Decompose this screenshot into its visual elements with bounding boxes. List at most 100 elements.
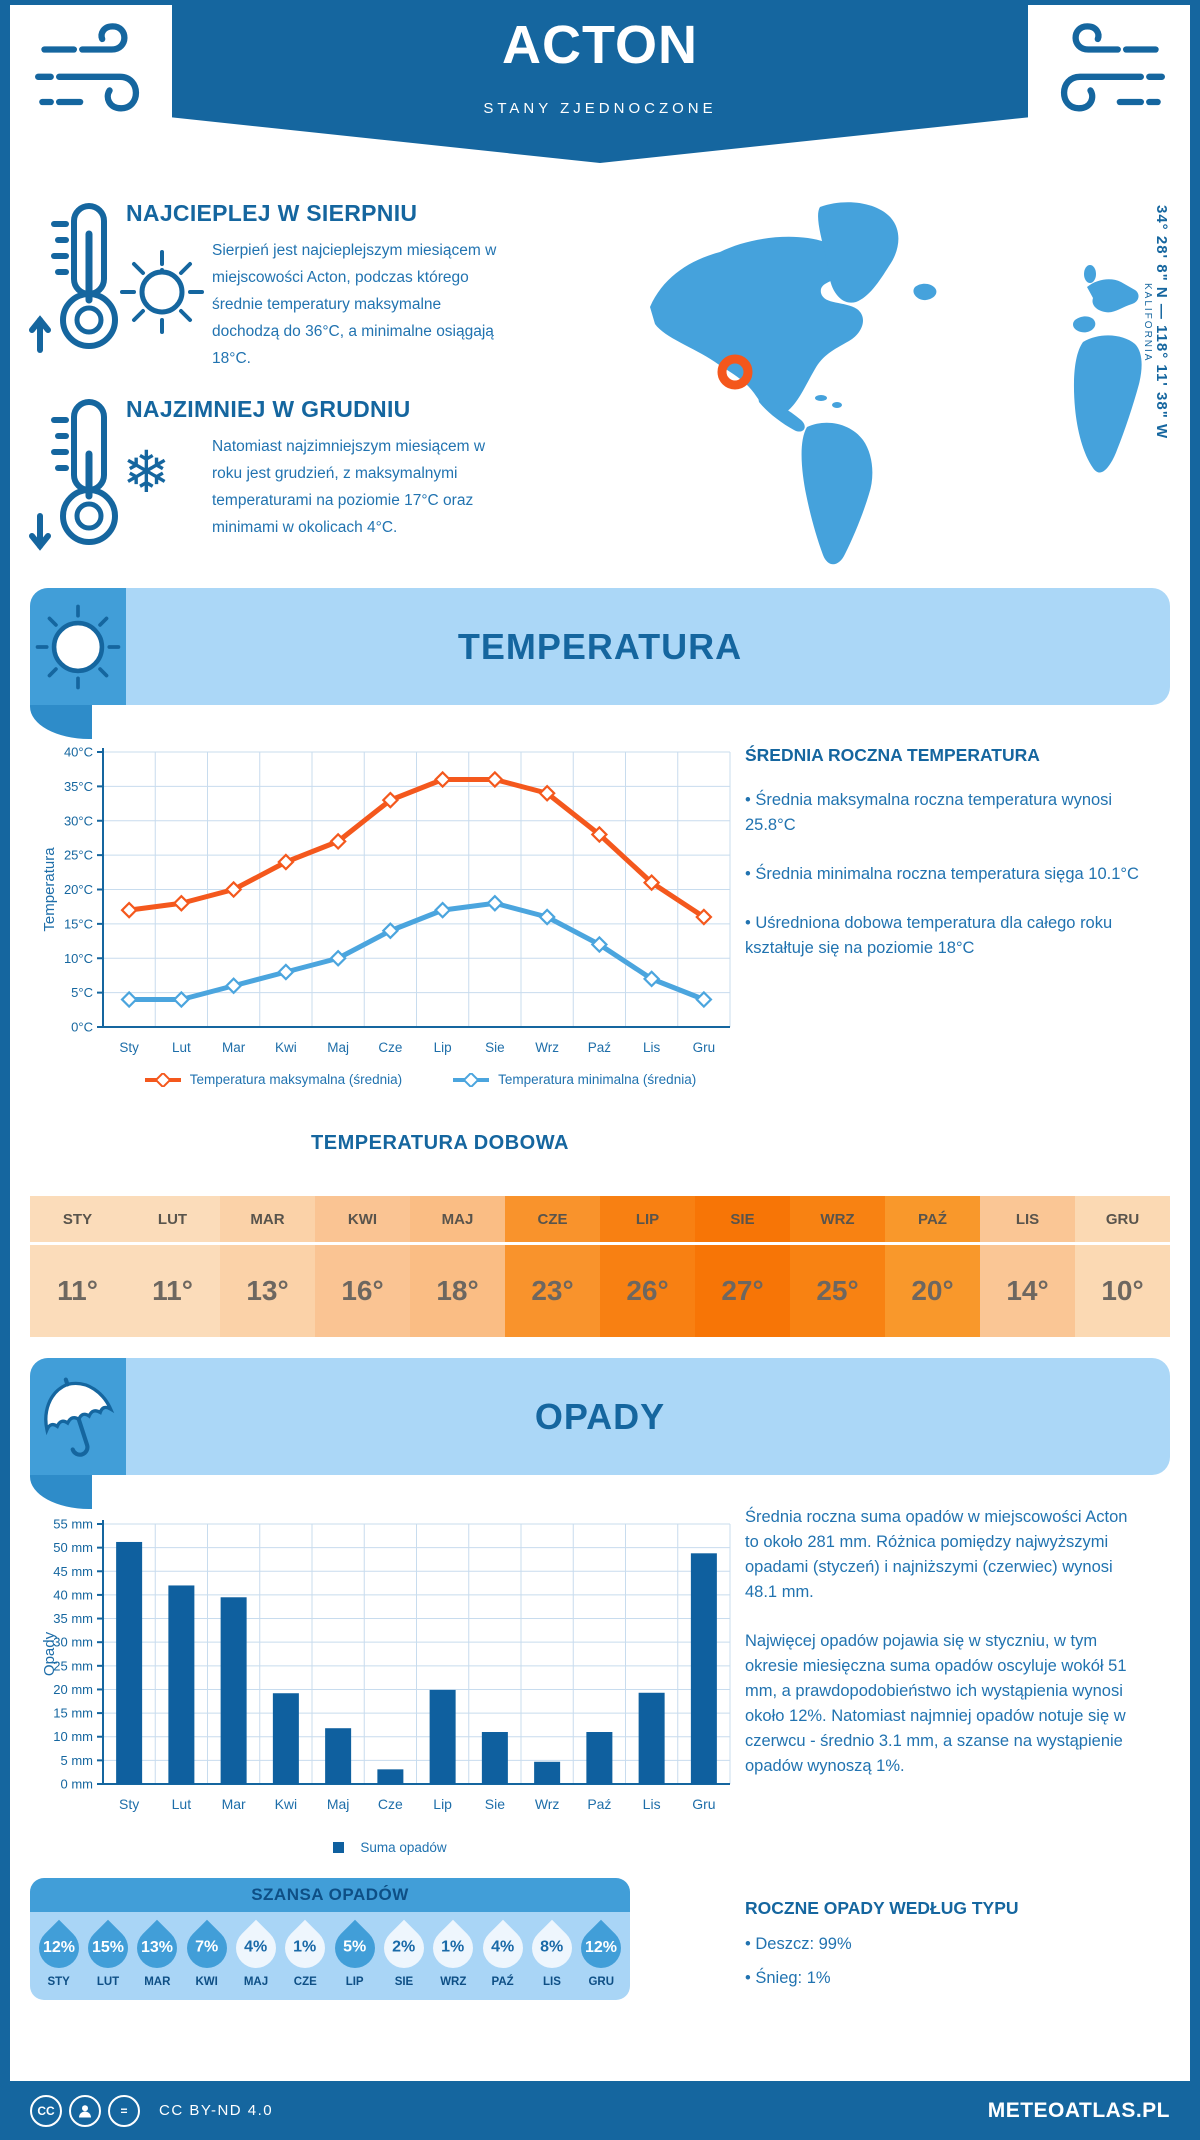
legend-item: Suma opadów — [333, 1840, 447, 1855]
svg-text:0 mm: 0 mm — [61, 1777, 94, 1792]
daily-temp-column-SIE: SIE 27° — [695, 1196, 790, 1337]
precip-description: Średnia roczna suma opadów w miejscowośc… — [745, 1505, 1145, 1803]
raindrop-icon: 4% — [227, 1919, 285, 1977]
daily-temp-column-KWI: KWI 16° — [315, 1196, 410, 1337]
bullet-item: • Średnia maksymalna roczna temperatura … — [745, 791, 1113, 834]
month-label: GRU — [1075, 1196, 1170, 1242]
svg-text:Kwi: Kwi — [275, 1796, 298, 1812]
month-label: WRZ — [790, 1196, 885, 1242]
daily-temp-value: 11° — [30, 1245, 125, 1337]
temperature-line-chart-svg: 0°C 5°C 10°C 15°C 20°C 25°C 30°C 35°C 40°C Sty Lut… — [41, 745, 731, 1055]
daily-temp-value: 11° — [125, 1245, 220, 1337]
svg-text:Lut: Lut — [172, 1796, 192, 1812]
daily-temp-column-GRU: GRU 10° — [1075, 1196, 1170, 1337]
month-label: SIE — [695, 1196, 790, 1242]
daily-temp-column-MAJ: MAJ 18° — [410, 1196, 505, 1337]
bullet-item: • Śnieg: 1% — [745, 1969, 831, 1987]
svg-text:Paź: Paź — [588, 1040, 612, 1055]
bar-Maj — [325, 1728, 352, 1784]
month-label: LUT — [96, 1976, 120, 1988]
daily-temp-value: 23° — [505, 1245, 600, 1337]
temperature-chart: 0°C 5°C 10°C 15°C 20°C 25°C 30°C 35°C 40°C Sty Lut… — [40, 742, 740, 1062]
svg-text:Mar: Mar — [222, 1040, 246, 1055]
daily-temp-value: 13° — [220, 1245, 315, 1337]
bullet-item: • Uśredniona dobowa temperatura dla całe… — [745, 914, 1113, 957]
coordinates-text: 34° 28' 8" N — 118° 11' 38" W — [1153, 205, 1170, 440]
svg-text:0°C: 0°C — [71, 1020, 93, 1035]
svg-text:Cze: Cze — [378, 1796, 403, 1812]
daily-temp-column-STY: STY 11° — [30, 1196, 125, 1337]
bar-Sty — [116, 1541, 143, 1784]
month-label: MAJ — [410, 1196, 505, 1242]
chance-cell-PAŹ: 4% PAŹ — [474, 1912, 531, 1988]
daily-temp-value: 26° — [600, 1245, 695, 1337]
thermometer-down-icon — [29, 399, 118, 551]
daily-temp-table: STY 11° LUT 11° MAR 13° KWI 16° MAJ 18° CZE 23° LIP 2… — [30, 1196, 1170, 1337]
chance-cell-LIS: 8% LIS — [523, 1912, 581, 1988]
cold-section-heading: NAJZIMNIEJ W GRUDNIU — [126, 396, 411, 422]
svg-text:5 mm: 5 mm — [61, 1753, 94, 1768]
month-label: LIP — [600, 1196, 695, 1242]
annual-temp-heading: ŚREDNIA ROCZNA TEMPERATURA — [745, 745, 1040, 765]
month-label: KWI — [195, 1976, 218, 1988]
precip-type-bullets: • Deszcz: 99% • Śnieg: 1% — [745, 1932, 1145, 2000]
precip-banner-tile — [30, 1358, 126, 1475]
bullet-item: • Deszcz: 99% — [745, 1935, 852, 1953]
svg-text:Lut: Lut — [172, 1040, 191, 1055]
license-label: CC BY-ND 4.0 — [159, 2102, 274, 2119]
bar-Sie — [481, 1732, 508, 1784]
banner-curl — [30, 705, 92, 739]
precip-chance-title: SZANSA OPADÓW — [30, 1878, 630, 1912]
region-label: KALIFORNIA — [1142, 282, 1153, 363]
page-subtitle: STANY ZJEDNOCZONE — [483, 100, 717, 117]
site-logo[interactable]: METEOATLAS.PL — [987, 2098, 1170, 2122]
month-label: CZE — [293, 1976, 317, 1988]
cc-icon[interactable]: CC — [30, 2094, 62, 2127]
svg-text:55 mm: 55 mm — [53, 1517, 93, 1532]
temperature-section-banner: TEMPERATURA — [30, 588, 1170, 705]
month-label: CZE — [505, 1196, 600, 1242]
cc-nd-icon[interactable]: = — [108, 2094, 140, 2127]
daily-temp-column-LUT: LUT 11° — [125, 1196, 220, 1337]
month-label: PAŹ — [491, 1976, 514, 1988]
location-marker — [717, 354, 753, 390]
left-border — [0, 0, 10, 2140]
svg-text:25°C: 25°C — [64, 848, 93, 863]
svg-text:15°C: 15°C — [64, 916, 93, 931]
coordinates-block: 34° 28' 8" N — 118° 11' 38" W KALIFORNIA — [1124, 165, 1170, 480]
month-label: MAR — [144, 1976, 171, 1988]
raindrop-icon: 5% — [326, 1919, 383, 1977]
chance-cell-SIE: 2% SIE — [375, 1912, 433, 1988]
month-label: WRZ — [440, 1976, 467, 1988]
page-title: ACTON — [501, 15, 698, 75]
svg-text:Lip: Lip — [434, 1040, 452, 1055]
month-label: KWI — [315, 1196, 410, 1242]
daily-temp-column-WRZ: WRZ 25° — [790, 1196, 885, 1337]
svg-text:Paź: Paź — [587, 1796, 611, 1812]
svg-text:30°C: 30°C — [64, 813, 93, 828]
svg-text:50 mm: 50 mm — [53, 1540, 93, 1555]
svg-text:20°C: 20°C — [64, 882, 93, 897]
month-label: MAR — [220, 1196, 315, 1242]
raindrop-icon: 7% — [178, 1919, 235, 1977]
right-border — [1190, 0, 1200, 2140]
svg-text:30 mm: 30 mm — [53, 1635, 93, 1650]
bar-Gru — [690, 1553, 717, 1784]
wind-icon — [1061, 23, 1165, 112]
svg-text:Gru: Gru — [692, 1796, 715, 1812]
daily-temp-value: 25° — [790, 1245, 885, 1337]
month-label: LIS — [543, 1976, 561, 1988]
chance-cell-MAJ: 4% MAJ — [227, 1912, 285, 1988]
raindrop-icon: 2% — [375, 1919, 433, 1977]
daily-temp-heading: TEMPERATURA DOBOWA — [311, 1132, 569, 1154]
cc-by-person-icon[interactable] — [69, 2094, 101, 2127]
daily-temp-value: 16° — [315, 1245, 410, 1337]
precipitation-chart: 0 mm 5 mm 10 mm 15 mm 20 mm 25 mm 30 mm 35 mm 40… — [40, 1512, 740, 1818]
svg-text:45 mm: 45 mm — [53, 1564, 93, 1579]
month-label: GRU — [588, 1976, 615, 1988]
precipitation-chart-legend: Suma opadów — [40, 1840, 740, 1855]
bar-Lut — [168, 1585, 195, 1784]
svg-text:Wrz: Wrz — [535, 1040, 559, 1055]
svg-text:Maj: Maj — [327, 1040, 349, 1055]
month-label: LIP — [345, 1976, 364, 1988]
